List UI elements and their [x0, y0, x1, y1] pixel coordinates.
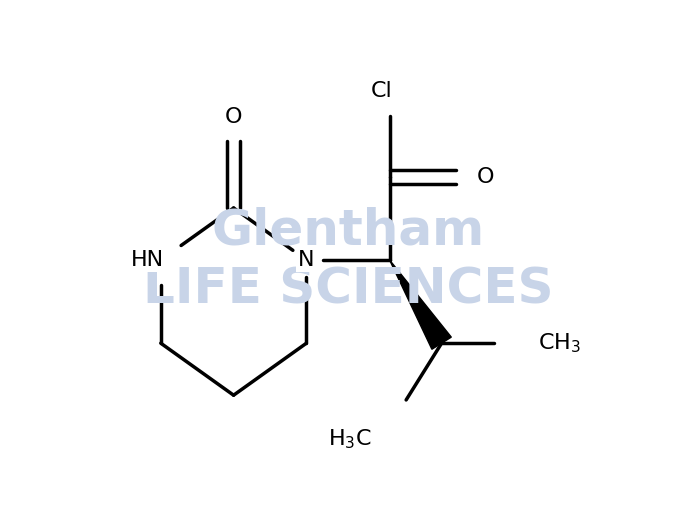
Text: O: O [225, 107, 242, 127]
Text: Cl: Cl [371, 81, 393, 100]
Text: CH$_3$: CH$_3$ [538, 331, 580, 355]
Text: O: O [477, 167, 495, 187]
Polygon shape [390, 260, 451, 349]
Text: H$_3$C: H$_3$C [328, 427, 372, 451]
Text: HN: HN [132, 250, 164, 270]
Text: N: N [298, 250, 315, 270]
Text: Glentham
LIFE SCIENCES: Glentham LIFE SCIENCES [143, 206, 553, 314]
